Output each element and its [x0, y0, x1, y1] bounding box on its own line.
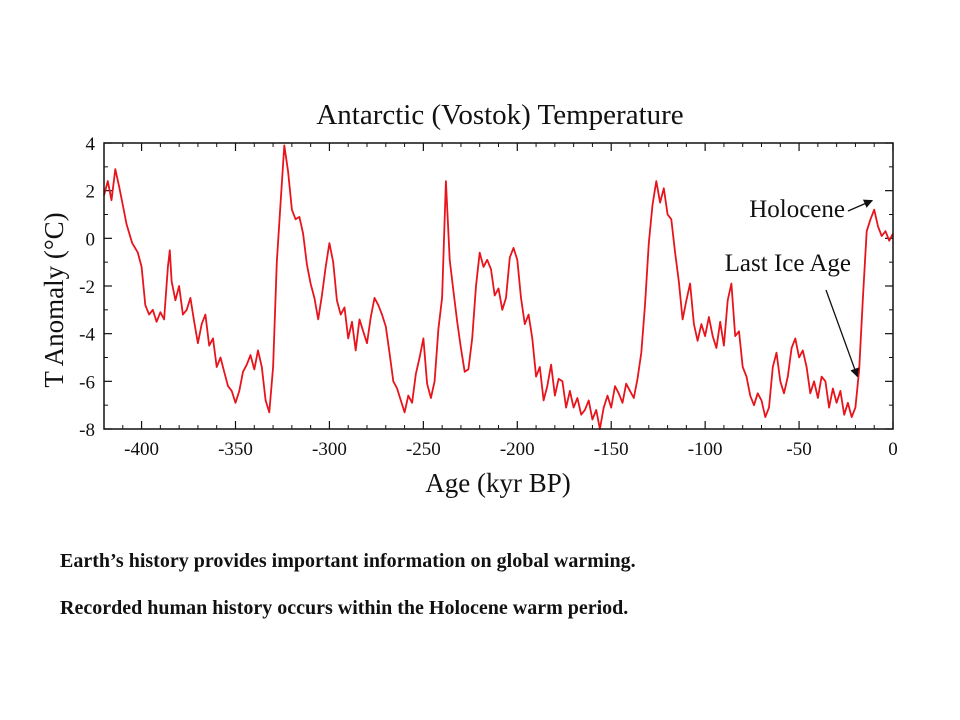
- series-layer: [103, 144, 894, 430]
- plot-frame: [103, 142, 894, 430]
- last-ice-age-arrow: [825, 289, 859, 378]
- x-tick-label: -400: [124, 439, 159, 460]
- caption-line-2: Recorded human history occurs within the…: [60, 597, 629, 619]
- y-axis-label: T Anomaly (°C): [39, 212, 69, 387]
- last-ice-age-annotation: Last Ice Age: [725, 250, 851, 277]
- caption-line-1: Earth’s history provides important infor…: [60, 550, 636, 572]
- y-tick-label: 2: [86, 182, 96, 203]
- holocene-arrow: [847, 199, 874, 212]
- y-tick-label: 0: [86, 229, 96, 250]
- x-tick-label: -300: [312, 439, 347, 460]
- y-tick-label: 4: [86, 134, 96, 155]
- temperature-series-line: [103, 144, 894, 430]
- axis-ticks: -400 -350 -300 -250 -200 -150 -100 -50 0 -8 -6 -4 -2…: [79, 134, 898, 460]
- x-tick-label: -100: [688, 439, 723, 460]
- x-axis-label: Age (kyr BP): [425, 468, 570, 498]
- x-tick-label: -200: [500, 439, 535, 460]
- y-tick-label: -4: [79, 325, 95, 346]
- x-tick-label: -150: [594, 439, 629, 460]
- x-tick-label: -350: [218, 439, 253, 460]
- y-tick-label: -6: [79, 372, 95, 393]
- y-tick-label: -8: [79, 420, 95, 441]
- annotations: Holocene Last Ice Age: [725, 196, 874, 378]
- chart-title: Antarctic (Vostok) Temperature: [316, 99, 683, 131]
- y-tick-label: -2: [79, 277, 95, 298]
- x-tick-label: 0: [888, 439, 898, 460]
- x-tick-label: -250: [406, 439, 441, 460]
- holocene-annotation: Holocene: [749, 196, 845, 223]
- x-tick-label: -50: [786, 439, 811, 460]
